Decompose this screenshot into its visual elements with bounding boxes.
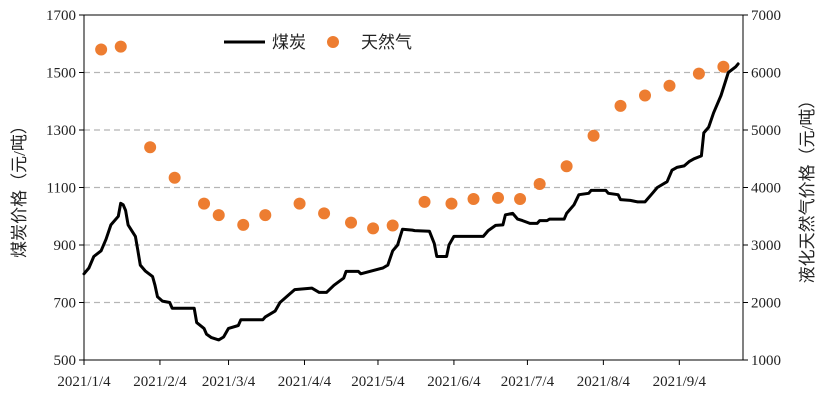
x-tick-label: 2021/6/4 (427, 374, 481, 390)
data-point-gas (492, 191, 505, 204)
data-point-gas (663, 79, 676, 92)
y-right-tick-label: 5000 (751, 123, 781, 139)
data-point-gas (212, 209, 225, 222)
data-point-gas (198, 197, 211, 210)
data-point-gas (445, 197, 458, 210)
legend: 煤炭 天然气 (224, 33, 412, 52)
data-point-gas (144, 141, 157, 154)
data-point-gas (237, 218, 250, 231)
x-tick-label: 2021/3/4 (202, 374, 256, 390)
y-axis-right-title: 液化天然气价格（元/吨） (798, 92, 817, 284)
series-line-coal (82, 62, 740, 342)
data-point-gas (114, 40, 127, 53)
data-point-gas (418, 195, 431, 208)
data-point-gas (259, 209, 272, 222)
series-layer (82, 40, 740, 342)
data-point-gas (95, 43, 108, 56)
data-point-gas (614, 99, 627, 112)
y-right-tick-label: 6000 (751, 66, 781, 82)
data-point-gas (692, 67, 705, 80)
legend-label-gas: 天然气 (361, 33, 412, 52)
data-point-gas (514, 193, 527, 205)
data-point-gas (560, 160, 573, 173)
gridlines (84, 71, 743, 304)
data-point-gas (533, 178, 546, 191)
y-left-tick-label: 1500 (46, 66, 76, 82)
x-tick-label: 2021/7/4 (501, 374, 555, 390)
x-tick-label: 2021/2/4 (133, 374, 187, 390)
data-point-gas (345, 216, 358, 229)
x-tick-label: 2021/1/4 (57, 374, 111, 390)
y-right-tick-label: 3000 (751, 238, 781, 254)
legend-label-coal: 煤炭 (272, 33, 306, 52)
y-left-tick-label: 500 (54, 353, 77, 369)
data-point-gas (467, 193, 480, 205)
y-right-tick-label: 4000 (751, 181, 781, 197)
x-tick-label: 2021/8/4 (577, 374, 631, 390)
y-left-tick-label: 700 (54, 296, 77, 312)
data-point-gas (168, 171, 181, 184)
data-point-gas (717, 60, 730, 73)
x-tick-label: 2021/9/4 (653, 374, 707, 390)
y-left-tick-label: 1100 (47, 181, 76, 197)
y-left-tick-label: 1300 (46, 123, 76, 139)
y-right-tick-label: 7000 (751, 8, 781, 24)
data-point-gas (318, 207, 331, 220)
y-right-tick-label: 2000 (751, 296, 781, 312)
legend-swatch-gas (327, 36, 339, 48)
data-point-gas (639, 89, 652, 102)
y-left-tick-label: 1700 (46, 8, 76, 24)
axes: 500 700 900 1100 1300 1500 1700 1000 2000 3000 400… (46, 8, 781, 390)
x-tick-label: 2021/5/4 (351, 374, 405, 390)
data-point-gas (367, 222, 380, 235)
y-left-tick-label: 900 (54, 238, 77, 254)
data-point-gas (386, 219, 399, 232)
y-axis-left-title: 煤炭价格（元/吨） (10, 117, 29, 258)
x-tick-label: 2021/4/4 (278, 374, 332, 390)
y-right-tick-label: 1000 (751, 353, 781, 369)
data-point-gas (293, 197, 306, 210)
data-point-gas (587, 129, 600, 142)
